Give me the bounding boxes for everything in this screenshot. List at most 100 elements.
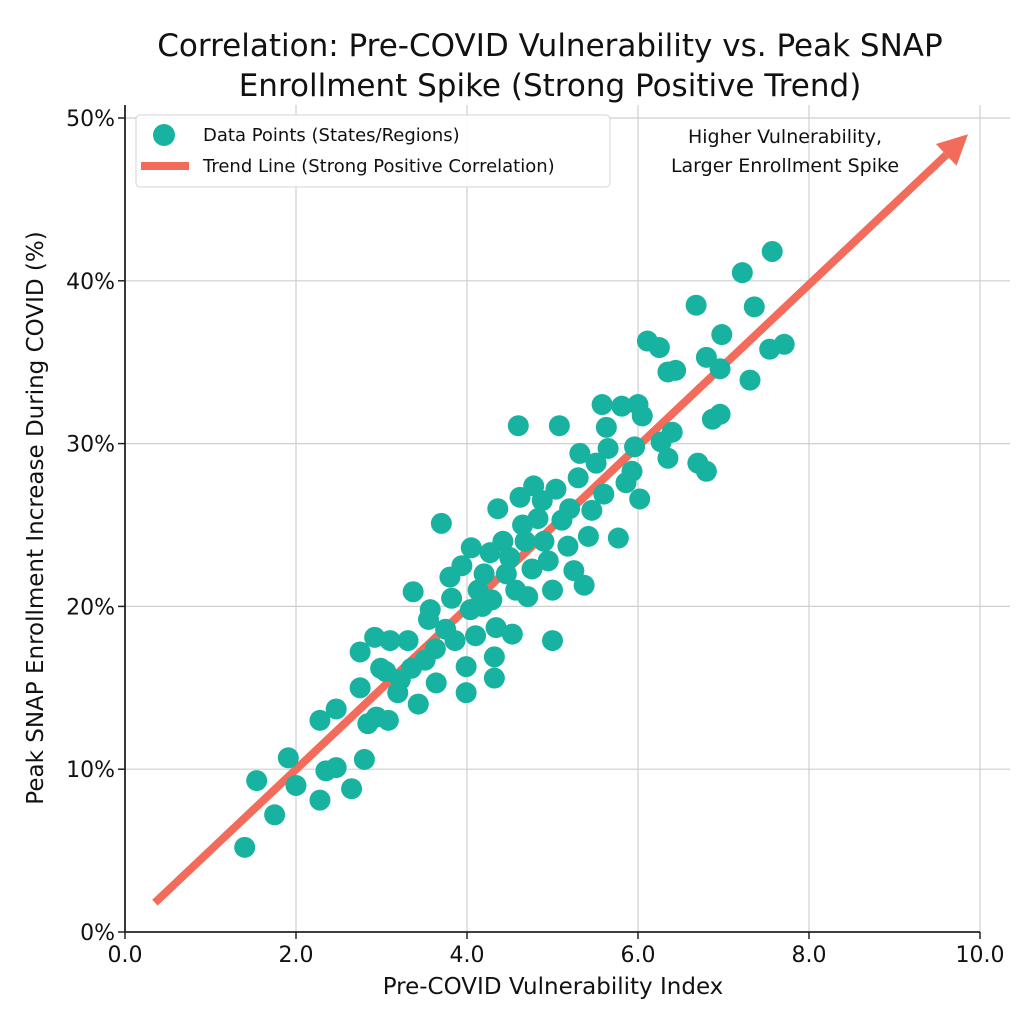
chart-title-line-1: Correlation: Pre-COVID Vulnerability vs.… [157,28,942,64]
annotation-line-1: Higher Vulnerability, [688,126,882,148]
annotation-line-2: Larger Enrollment Spike [671,155,899,177]
data-point [507,415,529,437]
data-point [585,452,607,474]
data-point [621,460,643,482]
data-point [648,337,670,359]
data-point [407,693,429,715]
data-point [661,421,683,443]
data-point [563,560,585,582]
data-point [542,579,563,601]
data-point [485,617,507,639]
data-point [424,638,446,660]
data-point [285,774,307,796]
data-point [773,333,795,355]
data-point [483,667,505,689]
data-point [341,778,363,800]
legend-marker-icon [153,124,175,146]
data-point [309,709,331,731]
data-point [512,514,534,536]
data-point [624,436,646,458]
data-point [246,770,268,792]
data-point [435,618,457,640]
legend-box [135,114,611,188]
data-point [761,240,783,262]
data-point [607,527,629,549]
data-point [711,324,733,346]
data-point [460,537,482,559]
data-point [597,437,619,459]
data-point [309,789,331,811]
data-point [353,748,375,770]
data-point [495,563,517,585]
data-point [731,262,753,284]
data-point [569,442,591,464]
y-tick-label: 30% [66,433,115,458]
data-point [657,447,679,469]
data-point [499,547,521,569]
data-point [559,498,581,520]
data-point [325,698,347,720]
y-tick-label: 0% [80,921,115,946]
data-point [514,530,536,552]
trend-arrowhead-icon [935,134,969,166]
x-tick-label: 8.0 [792,943,827,968]
data-point [709,358,731,380]
data-point [743,296,765,318]
x-tick-label: 2.0 [279,943,314,968]
data-point [501,623,523,645]
data-point [471,595,493,617]
y-axis-label: Peak SNAP Enrollment Increase During COV… [23,231,49,804]
data-point [264,804,286,826]
x-axis-label: Pre-COVID Vulnerability Index [383,974,724,1000]
data-point [573,574,595,596]
data-point [349,677,371,699]
axes [118,105,981,939]
grid [125,105,1010,932]
data-point [593,483,615,505]
data-point [548,415,570,437]
legend-label-points: Data Points (States/Regions) [203,125,460,146]
data-point [595,416,617,438]
data-point [631,405,653,427]
annotation: Higher Vulnerability, Larger Enrollment … [671,126,899,177]
data-point [577,525,599,547]
y-tick-label: 10% [66,758,115,783]
y-tick-label: 20% [66,595,115,620]
data-point [473,563,495,585]
data-point [234,836,256,858]
x-tick-labels: 0.0 2.0 4.0 6.0 8.0 10.0 [108,943,1005,968]
data-point [695,460,717,482]
data-point [377,709,399,731]
data-point [349,641,371,663]
y-tick-label: 40% [66,270,115,295]
data-point [441,587,463,609]
data-point [629,488,651,510]
data-point [709,403,731,425]
data-point [545,478,567,500]
data-point [451,555,473,577]
data-point [430,512,452,534]
data-point [455,656,477,678]
data-point [611,395,633,417]
data-point [665,359,687,381]
data-point [521,558,543,580]
data-point [425,672,447,694]
data-point [581,499,603,521]
data-point [567,467,589,489]
data-point [533,530,555,552]
data-point [325,757,347,779]
data-point [487,498,509,520]
y-tick-labels: 0% 10% 20% 30% 40% 50% [66,107,115,946]
x-tick-label: 0.0 [108,943,143,968]
legend-label-trend: Trend Line (Strong Positive Correlation) [202,156,555,177]
data-point [375,661,397,683]
data-point [402,581,424,603]
legend: Data Points (States/Regions) Trend Line … [135,114,611,188]
data-point [557,535,579,557]
x-tick-label: 4.0 [450,943,485,968]
data-point [685,294,707,316]
chart-title-line-2: Enrollment Spike (Strong Positive Trend) [239,68,862,104]
y-tick-label: 50% [66,107,115,132]
trend-line [152,151,949,906]
